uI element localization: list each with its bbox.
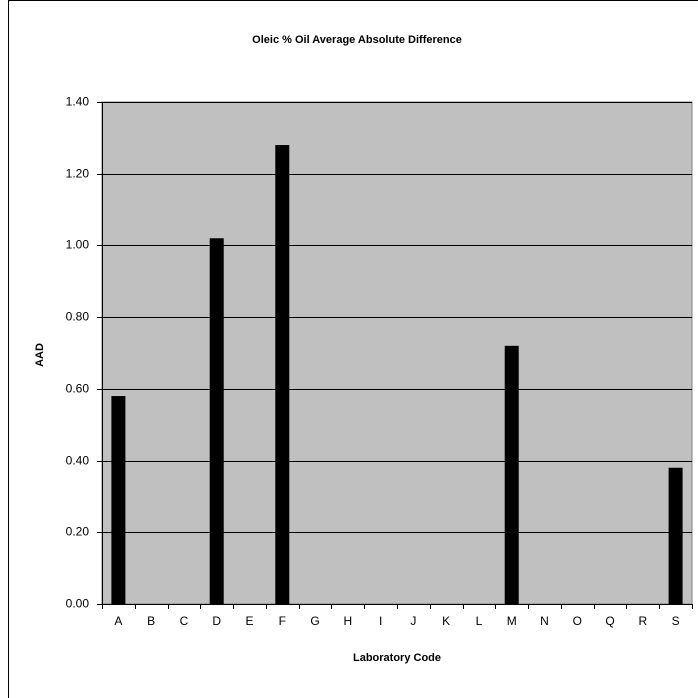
y-tick-label: 1.40 [66,95,90,109]
x-tick-label: G [310,614,319,628]
chart-title: Oleic % Oil Average Absolute Difference [252,34,462,46]
x-tick-label: I [379,614,382,628]
x-tick-label: K [442,614,450,628]
y-tick-label: 1.00 [66,238,90,252]
y-axis-label: AAD [34,343,46,367]
x-tick-label: E [245,614,253,628]
y-tick-label: 0.20 [66,525,90,539]
x-tick-label: F [279,614,286,628]
plot-area [101,101,693,605]
bar [275,145,290,604]
x-tick-label: Q [605,614,614,628]
x-tick-label: S [672,614,680,628]
bar [668,467,683,604]
x-tick-label: B [147,614,155,628]
x-tick-label: M [507,614,517,628]
y-tick-label: 1.20 [66,167,90,181]
x-tick-label: H [343,614,352,628]
x-tick-label: R [638,614,647,628]
x-tick-label: N [540,614,549,628]
y-tick-label: 0.40 [66,454,90,468]
y-tick-label: 0.60 [66,382,90,396]
x-tick-label: D [212,614,221,628]
y-tick-label: 0.00 [66,597,90,611]
bar [111,396,126,604]
x-tick-label: C [180,614,189,628]
bar [504,345,519,604]
x-tick-label: A [114,614,122,628]
x-tick-label: J [410,614,416,628]
x-axis-label: Laboratory Code [353,652,441,664]
y-tick-label: 0.80 [66,310,90,324]
x-tick-label: L [476,614,483,628]
bar [209,238,224,604]
x-tick-label: O [573,614,582,628]
